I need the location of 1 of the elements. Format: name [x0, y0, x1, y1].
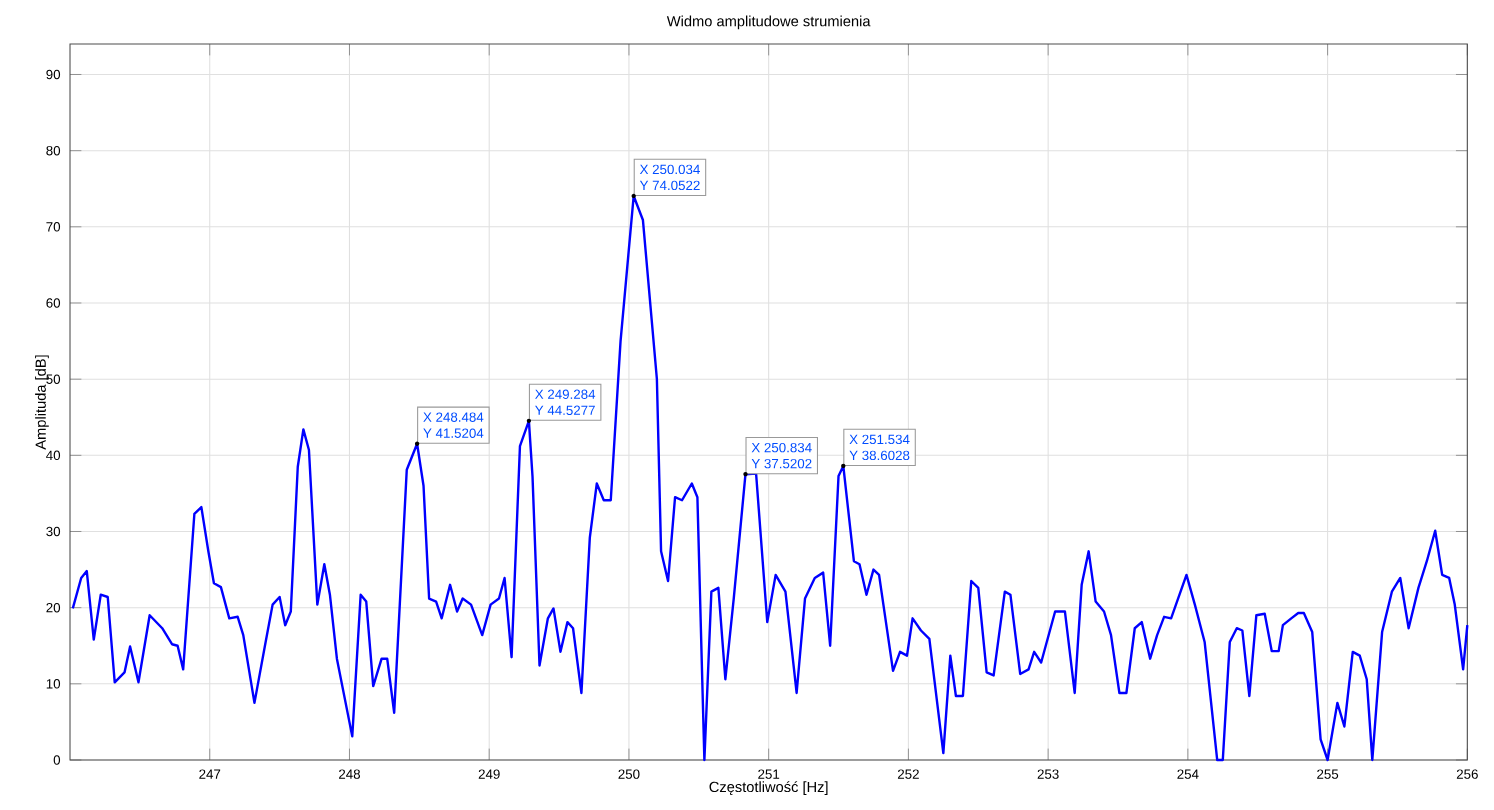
line-series [71, 193, 1469, 762]
